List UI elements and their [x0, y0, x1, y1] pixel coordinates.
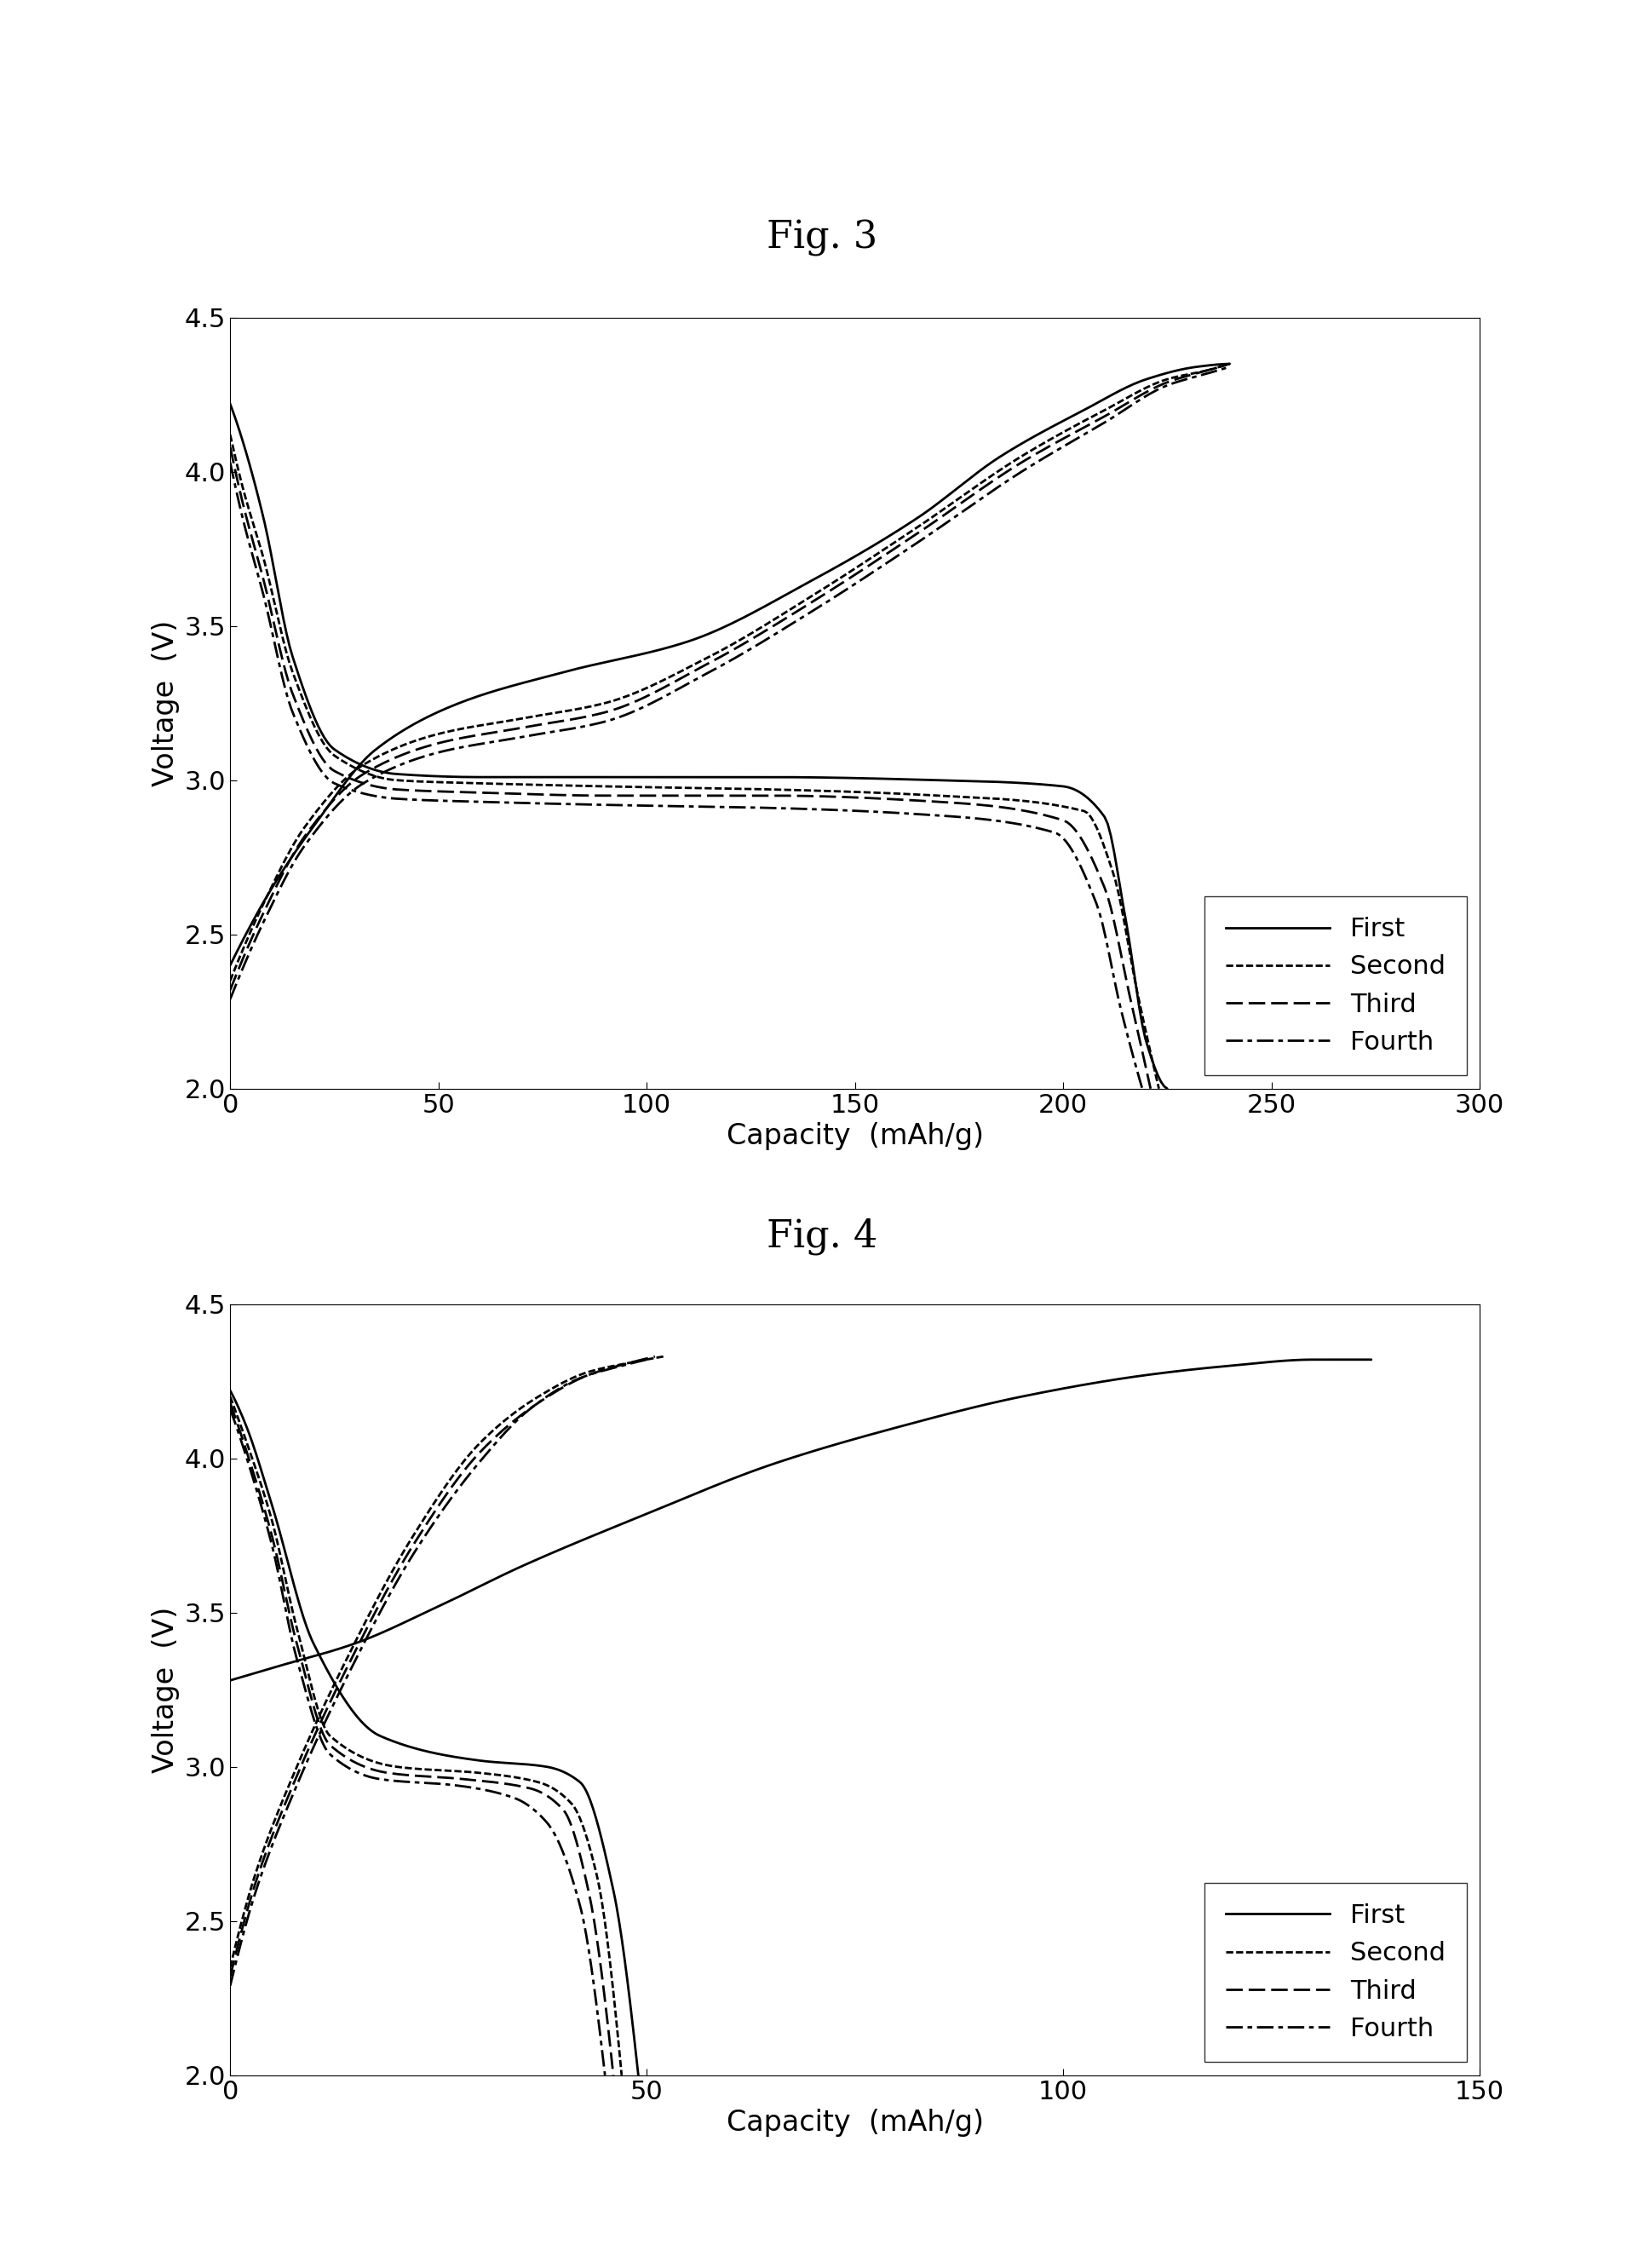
Legend: First, Second, Third, Fourth: First, Second, Third, Fourth — [1205, 896, 1466, 1075]
Text: Fig. 4: Fig. 4 — [766, 1218, 878, 1254]
X-axis label: Capacity  (mAh/g): Capacity (mAh/g) — [727, 1123, 983, 1150]
Y-axis label: Voltage  (V): Voltage (V) — [151, 619, 179, 787]
Y-axis label: Voltage  (V): Voltage (V) — [151, 1606, 179, 1774]
Legend: First, Second, Third, Fourth: First, Second, Third, Fourth — [1205, 1882, 1466, 2062]
X-axis label: Capacity  (mAh/g): Capacity (mAh/g) — [727, 2109, 983, 2136]
Text: Fig. 3: Fig. 3 — [766, 220, 878, 256]
